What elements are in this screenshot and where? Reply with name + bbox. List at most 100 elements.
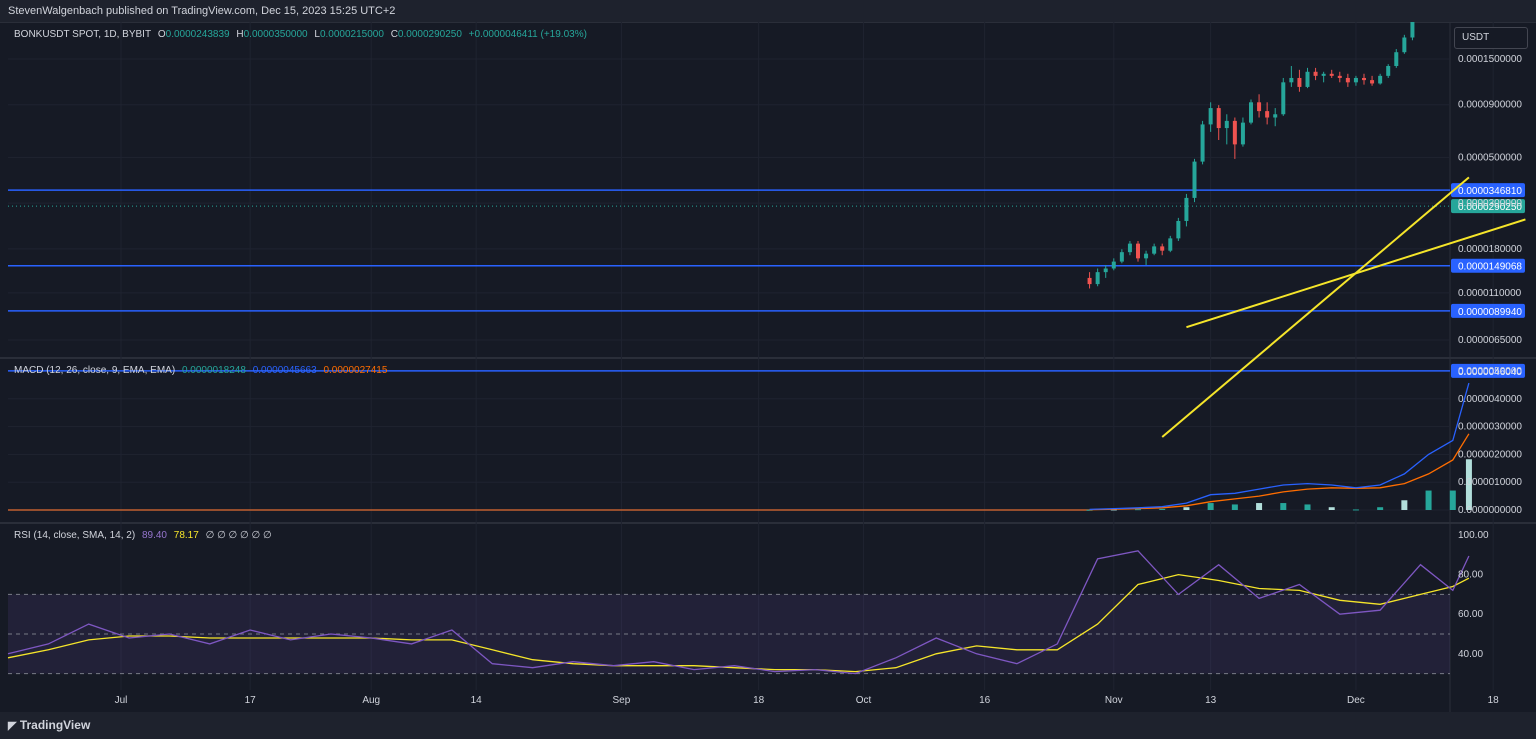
candle-body [1249,102,1253,123]
candle-body [1136,243,1140,259]
close-value: 0.0000290250 [397,29,462,40]
tradingview-logo-icon: ◤ [8,720,17,732]
x-tick-label: Oct [856,695,872,706]
rsi-tick-label: 60.00 [1458,609,1483,620]
macd-hist-value: 0.0000018248 [181,365,246,376]
macd-histogram-bar [1159,508,1166,510]
macd-histogram-bar [1352,509,1359,511]
price-tick-label: 0.0000110000 [1458,288,1522,299]
level-price-label: 0.0000046040 [1458,367,1522,378]
candle-body [1240,122,1245,145]
macd-tick-label: 0.0000020000 [1458,449,1522,460]
candle-body [1378,75,1383,84]
chart-canvas[interactable]: 0.00003468100.00001490680.00000899400.00… [0,22,1536,712]
footer: ◤ TradingView [0,712,1536,739]
macd-histogram-bar [1183,507,1190,510]
rsi-line [7,550,1470,675]
candle-body [1144,253,1149,259]
macd-histogram-bar [1256,503,1263,510]
channel-upper-line [1161,176,1470,438]
open-value: 0.0000243839 [165,29,230,40]
candle-body [1313,71,1318,76]
candle-body [1337,75,1342,78]
x-tick-label: Jul [115,695,128,706]
level-price-badge [1451,303,1525,318]
macd-tick-label: 0.0000000000 [1458,505,1522,516]
macd-histogram-bar [1449,490,1456,510]
rsi-value: 89.40 [141,530,167,541]
publish-info: StevenWalgenbach published on TradingVie… [8,5,396,17]
macd-histogram-bar [1401,500,1408,510]
macd-signal-value: 0.0000027415 [323,365,388,376]
candle-body [1410,22,1415,38]
macd-line [1089,382,1470,511]
macd-histogram-bar [1377,507,1384,510]
macd-tick-label: 0.0000040000 [1458,394,1522,405]
macd-line-value: 0.0000045663 [252,365,317,376]
x-tick-label: 14 [471,695,483,706]
candle-body [1160,246,1165,251]
x-tick-label: 16 [979,695,991,706]
last-price-badge [1451,199,1525,214]
candle-body [1232,120,1237,145]
macd-histogram-bar [1086,509,1093,511]
candle-body [1370,80,1375,84]
high-value: 0.0000350000 [243,29,308,40]
candle-body [1329,73,1334,76]
candle-body [1127,243,1132,253]
candle-body [1208,108,1213,125]
macd-tick-label: 0.0000050000 [1458,366,1522,377]
macd-histogram-bar [1465,459,1472,510]
price-tick-label: 0.0000500000 [1458,152,1522,163]
low-value: 0.0000215000 [319,29,384,40]
rsi-bands [8,593,1450,675]
macd-legend: MACD (12, 26, close, 9, EMA, EMA) 0.0000… [14,365,391,376]
candle-body [1200,124,1205,162]
x-tick-label: 13 [1205,695,1217,706]
candle-body [1305,71,1310,87]
change-value: +0.0000046411 (+19.03%) [468,29,587,40]
x-tick-label: Nov [1105,695,1123,706]
macd-histogram-bar [1135,509,1141,511]
level-price-label: 0.0000089940 [1458,307,1522,318]
price-tick-label: 0.0000300000 [1458,198,1522,209]
x-tick-label: Sep [613,695,631,706]
price-tick-label: 0.0000900000 [1458,100,1522,111]
candle-body [1257,102,1262,112]
candles [1087,22,1415,289]
price-tick-label: 0.0000065000 [1458,335,1522,346]
candle-body [1176,220,1181,239]
level-price-label: 0.0000149068 [1458,262,1522,273]
level-price-badge [1451,183,1525,198]
macd-title: MACD (12, 26, close, 9, EMA, EMA) [14,365,176,376]
candle-body [1297,77,1302,87]
candle-body [1362,77,1366,81]
macd-histogram-bar [1207,503,1214,510]
x-tick-label: Aug [362,695,380,706]
rsi-tick-label: 40.00 [1458,649,1483,660]
macd-histogram-bar [1280,503,1287,510]
candle-body [1265,111,1270,118]
y-axis: 0.0001500000 0.0000900000 0.0000500000 0.00… [1458,54,1522,660]
currency-button[interactable]: USDT [1454,27,1528,49]
candle-body [1289,77,1294,83]
price-channel [1161,176,1526,438]
x-axis: Jul17Aug14Sep18Oct16Nov13Dec18202415 [115,695,1500,706]
candle-body [1087,277,1092,285]
publish-header: StevenWalgenbach published on TradingVie… [0,0,1536,23]
high-label: H [236,29,244,40]
candle-body [1216,108,1221,129]
rsi-title: RSI (14, close, SMA, 14, 2) [14,530,136,541]
candle-body [1103,268,1108,273]
channel-lower-line [1186,218,1526,329]
horizontal-levels: 0.0000346810 0.0000149068 0.0000089940 0.00… [8,183,1525,378]
candle-body [1168,238,1173,251]
candle-body [1394,52,1399,67]
price-tick-label: 0.0000180000 [1458,244,1522,255]
candle-body [1192,161,1197,198]
rsi-legend: RSI (14, close, SMA, 14, 2) 89.40 78.17 … [14,530,276,541]
x-tick-label: 18 [753,695,765,706]
candle-body [1345,77,1350,83]
level-price-badge [1451,258,1525,273]
price-tick-label: 0.0001500000 [1458,54,1522,65]
